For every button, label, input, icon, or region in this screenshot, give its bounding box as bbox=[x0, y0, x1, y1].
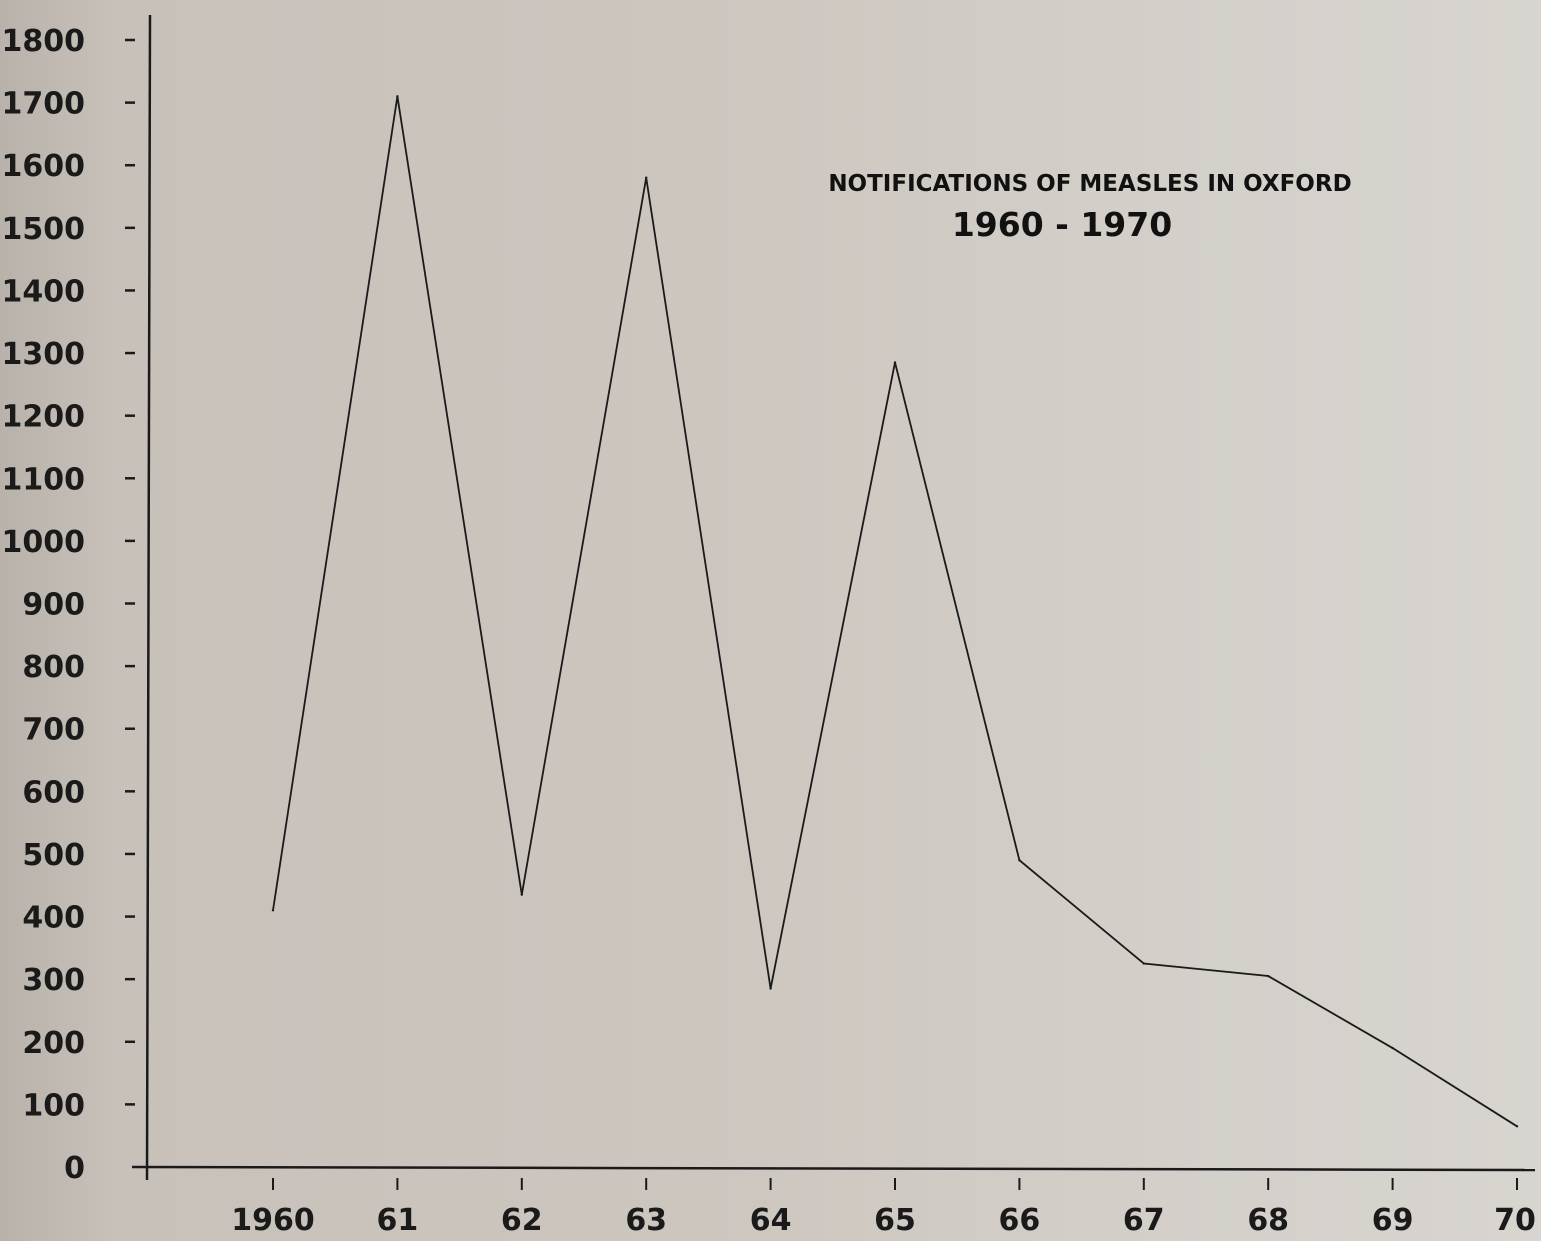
y-tick-label: 0 bbox=[64, 1151, 85, 1186]
y-tick-label: 300 bbox=[22, 963, 85, 998]
x-tick-label: 61 bbox=[377, 1203, 419, 1238]
x-tick-label: 65 bbox=[874, 1203, 916, 1238]
y-tick-label: 1200 bbox=[2, 400, 86, 435]
y-tick-label: 1700 bbox=[2, 87, 86, 122]
chart-subtitle: 1960 - 1970 bbox=[952, 205, 1172, 244]
chart-title: NOTIFICATIONS OF MEASLES IN OXFORD bbox=[828, 171, 1351, 197]
y-tick-label: 1100 bbox=[2, 462, 86, 497]
data-point bbox=[1267, 974, 1270, 978]
data-point bbox=[1391, 1046, 1394, 1050]
y-axis-line bbox=[145, 14, 152, 1181]
y-axis: 0 100 200 300 400 500 600 700 800 900 1000 1100 1200… bbox=[2, 14, 152, 1186]
chart-title-group: NOTIFICATIONS OF MEASLES IN OXFORD 1960 … bbox=[828, 171, 1351, 244]
y-tick-label: 900 bbox=[22, 588, 85, 623]
y-tick-label: 1400 bbox=[2, 274, 86, 309]
y-tick-label: 200 bbox=[22, 1026, 85, 1061]
x-tick-label: 69 bbox=[1372, 1203, 1414, 1238]
y-tick-label: 1000 bbox=[2, 525, 86, 560]
data-point bbox=[645, 176, 648, 179]
y-tick-label: 700 bbox=[22, 713, 85, 748]
x-tick-label: 67 bbox=[1123, 1203, 1165, 1238]
y-tick-label: 100 bbox=[22, 1088, 85, 1123]
x-axis: 1960 61 62 63 64 65 66 67 68 69 70 bbox=[131, 1165, 1536, 1238]
series-line bbox=[272, 96, 1518, 1128]
x-tick-label: 1960 bbox=[231, 1203, 315, 1238]
data-point bbox=[893, 361, 897, 364]
data-point bbox=[520, 893, 523, 896]
y-tick-label: 400 bbox=[22, 901, 85, 936]
x-tick-label: 68 bbox=[1247, 1203, 1289, 1238]
y-tick-label: 1300 bbox=[2, 337, 86, 372]
x-tick-label: 70 bbox=[1494, 1203, 1536, 1238]
y-tick-label: 500 bbox=[22, 838, 85, 873]
x-tick-label: 63 bbox=[625, 1203, 667, 1238]
x-axis-line bbox=[131, 1165, 1536, 1172]
data-point bbox=[1018, 859, 1021, 862]
data-point bbox=[769, 987, 772, 990]
y-tick-label: 800 bbox=[22, 650, 85, 685]
y-tick-label: 1600 bbox=[2, 149, 86, 184]
x-tick-label: 64 bbox=[750, 1203, 792, 1238]
y-tick-label: 1800 bbox=[2, 24, 86, 59]
data-point bbox=[1142, 962, 1146, 965]
y-tick-label: 1500 bbox=[2, 212, 86, 247]
data-point bbox=[1515, 1125, 1519, 1128]
y-tick-label: 600 bbox=[22, 775, 85, 810]
x-tick-label: 66 bbox=[999, 1203, 1041, 1238]
x-tick-label: 62 bbox=[501, 1203, 543, 1238]
data-point bbox=[271, 909, 275, 912]
series-group bbox=[271, 95, 1519, 1128]
data-point bbox=[396, 95, 399, 98]
